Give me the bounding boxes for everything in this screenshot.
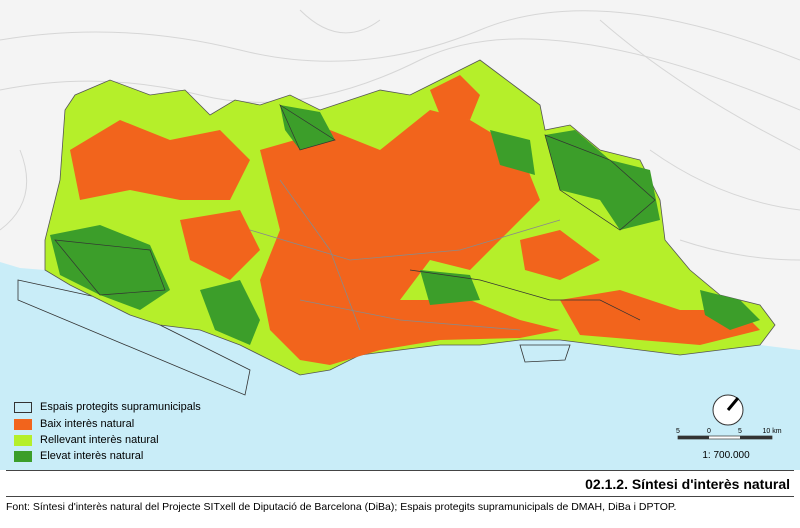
sea xyxy=(0,262,800,470)
scale-tick: 5 xyxy=(738,428,742,435)
high-interest-areas xyxy=(50,105,760,345)
legend-item: Espais protegits supramunicipals xyxy=(14,401,201,413)
low-interest-areas xyxy=(70,75,760,365)
legend-item: Rellevant interès natural xyxy=(14,434,159,446)
scale-ratio: 1: 700.000 xyxy=(702,450,750,461)
north-arrow xyxy=(712,394,744,426)
legend-label: Elevat interès natural xyxy=(40,450,144,462)
protected-area-outlines xyxy=(54,104,656,321)
legend-label: Baix interès natural xyxy=(40,418,135,430)
roads xyxy=(249,179,561,331)
map: 5 0 5 10 km 1: 700.000 xyxy=(0,0,800,470)
scale-tick: 5 xyxy=(676,428,680,435)
port xyxy=(519,344,571,363)
scale-bar xyxy=(677,435,773,440)
scale-tick: 0 xyxy=(707,428,711,435)
legend-item: Elevat interès natural xyxy=(14,450,143,462)
scale-labels: 5 0 5 10 km xyxy=(676,428,782,435)
scale-tick: 10 km xyxy=(762,428,781,435)
legend-label: Espais protegits supramunicipals xyxy=(40,401,201,413)
map-title: 02.1.2. Síntesi d'interès natural xyxy=(585,476,790,492)
source-note: Font: Síntesi d'interès natural del Proj… xyxy=(6,501,677,513)
legend-item: Baix interès natural xyxy=(14,418,134,430)
legend-label: Rellevant interès natural xyxy=(40,434,159,446)
title-bar: 02.1.2. Síntesi d'interès natural xyxy=(6,470,794,497)
